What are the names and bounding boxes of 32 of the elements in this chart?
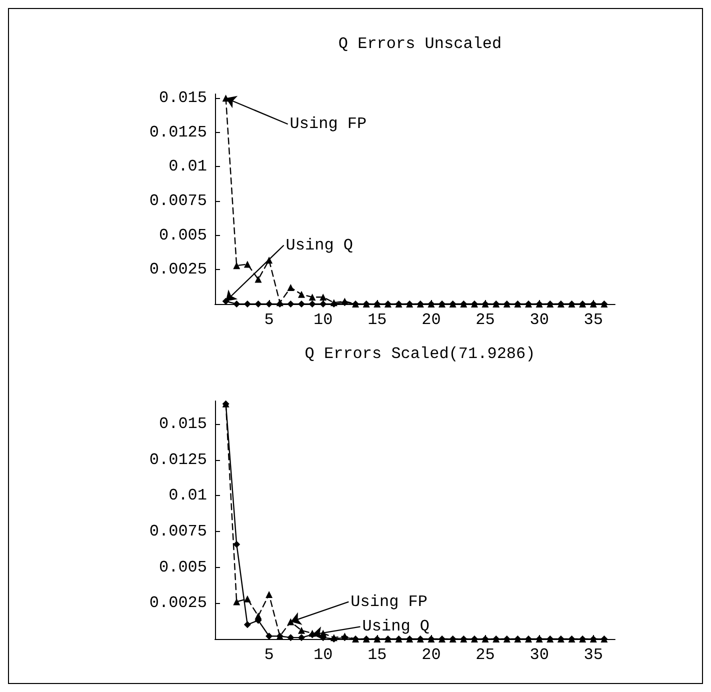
y-tick-label: 0.0125 (149, 123, 207, 142)
y-tick-label: 0.005 (158, 226, 207, 244)
x-tick-label: 20 (422, 646, 441, 664)
y-tick-label: 0.0075 (149, 192, 207, 210)
x-tick-label: 5 (264, 311, 274, 329)
y-tick-label: 0.0075 (149, 522, 207, 540)
x-tick-label: 35 (584, 311, 603, 329)
annotation: Using Q (286, 236, 354, 254)
x-tick-label: 10 (314, 646, 333, 664)
x-tick-label: 10 (314, 311, 333, 329)
y-tick-label: 0.015 (158, 414, 207, 433)
y-tick-label: 0.0025 (149, 594, 207, 612)
annotation: Using FP (350, 592, 428, 611)
y-tick-label: 0.015 (158, 89, 207, 108)
annotation: Using Q (362, 618, 430, 636)
y-tick-label: 0.0025 (149, 260, 207, 279)
chart-title: Q Errors Scaled(71.9286) (304, 345, 536, 363)
x-tick-label: 35 (584, 646, 603, 664)
chart-title: Q Errors Unscaled (338, 35, 502, 53)
annotation: Using FP (290, 115, 367, 134)
x-tick-label: 20 (422, 311, 441, 329)
x-tick-label: 15 (368, 646, 387, 664)
x-tick-label: 25 (476, 311, 495, 329)
y-tick-label: 0.01 (168, 486, 207, 505)
x-tick-label: 15 (368, 311, 387, 329)
x-tick-label: 5 (264, 646, 274, 664)
x-tick-label: 25 (476, 646, 495, 664)
y-tick-label: 0.01 (168, 158, 207, 176)
y-tick-label: 0.0125 (149, 450, 207, 469)
y-tick-label: 0.005 (158, 558, 207, 576)
x-tick-label: 30 (530, 311, 549, 329)
x-tick-label: 30 (530, 646, 549, 664)
